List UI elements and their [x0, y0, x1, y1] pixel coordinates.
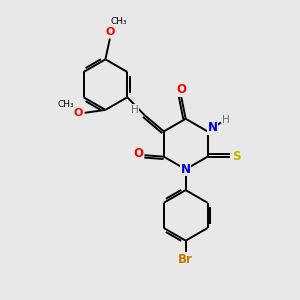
- Text: H: H: [131, 105, 139, 115]
- Text: CH₃: CH₃: [58, 100, 74, 109]
- Text: O: O: [74, 108, 83, 118]
- Text: O: O: [176, 83, 186, 97]
- Text: H: H: [222, 115, 230, 124]
- Text: N: N: [208, 122, 218, 134]
- Text: O: O: [106, 27, 115, 37]
- Text: O: O: [133, 147, 143, 160]
- Text: S: S: [232, 150, 241, 163]
- Text: CH₃: CH₃: [110, 17, 127, 26]
- Text: N: N: [181, 163, 191, 176]
- Text: Br: Br: [178, 253, 193, 266]
